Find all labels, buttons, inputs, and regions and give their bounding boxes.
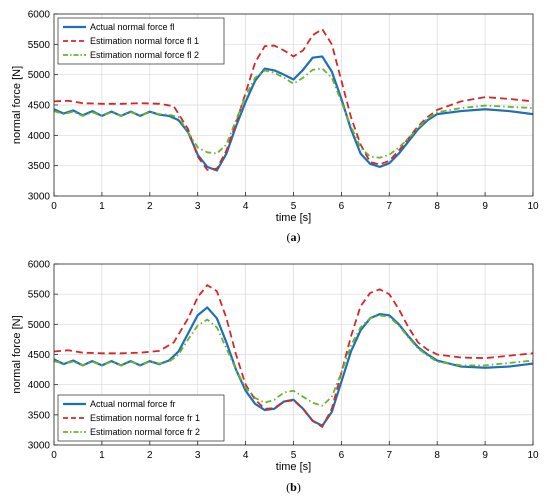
x-tick-label: 9 <box>482 450 488 461</box>
x-tick-label: 4 <box>243 450 249 461</box>
x-tick-label: 8 <box>434 201 440 212</box>
y-tick-label: 6000 <box>28 10 51 21</box>
legend-entry: Actual normal force fl <box>90 22 175 32</box>
x-tick-label: 6 <box>339 201 345 212</box>
y-tick-label: 5500 <box>28 290 51 301</box>
chart-panel-0: 0 1 2 3 4 5 6 7 8 9 10 3000 3500 4000 4500 5000 5500 6000… <box>11 10 539 245</box>
x-tick-label: 2 <box>147 450 153 461</box>
y-tick-label: 3000 <box>28 441 51 452</box>
y-tick-label: 3500 <box>28 410 51 421</box>
y-tick-label: 3500 <box>28 161 51 172</box>
legend: Actual normal force fr Estimation normal … <box>57 394 225 442</box>
x-tick-label: 4 <box>243 201 249 212</box>
x-tick-label: 10 <box>527 450 539 461</box>
legend-box <box>57 394 225 442</box>
y-tick-label: 3000 <box>28 192 51 203</box>
x-tick-label: 5 <box>291 201 297 212</box>
y-axis-label: normal force [N] <box>11 66 23 144</box>
y-tick-label: 5500 <box>28 40 51 51</box>
x-tick-label: 3 <box>195 450 201 461</box>
x-tick-label: 0 <box>51 201 57 212</box>
legend-entry: Actual normal force fr <box>90 399 176 409</box>
x-tick-label: 1 <box>99 450 105 461</box>
x-tick-label: 7 <box>387 201 393 212</box>
x-tick-label: 5 <box>291 450 297 461</box>
x-axis-label: time [s] <box>276 212 311 224</box>
legend-entry: Estimation normal force fr 1 <box>90 413 200 423</box>
series-line-1 <box>54 28 533 171</box>
series-line-2 <box>54 67 533 159</box>
x-tick-label: 2 <box>147 201 153 212</box>
x-axis-label: time [s] <box>276 461 311 473</box>
series-line-2 <box>54 314 533 407</box>
legend: Actual normal force fl Estimation normal … <box>57 17 225 65</box>
y-tick-label: 4500 <box>28 101 51 112</box>
y-tick-label: 4500 <box>28 350 51 361</box>
x-tick-label: 3 <box>195 201 201 212</box>
legend-entry: Estimation normal force fl 1 <box>90 36 199 46</box>
panel-label: (b) <box>286 480 301 494</box>
x-tick-label: 0 <box>51 450 57 461</box>
y-tick-label: 4000 <box>28 131 51 142</box>
chart-panel-1: 0 1 2 3 4 5 6 7 8 9 10 3000 3500 4000 4500 5000 5500 6000… <box>11 260 539 495</box>
x-tick-label: 1 <box>99 201 105 212</box>
legend-entry: Estimation normal force fr 2 <box>90 427 200 437</box>
y-tick-label: 5000 <box>28 320 51 331</box>
x-tick-label: 7 <box>387 450 393 461</box>
x-tick-label: 9 <box>482 201 488 212</box>
series-line-1 <box>54 284 533 428</box>
x-tick-label: 6 <box>339 450 345 461</box>
legend-entry: Estimation normal force fl 2 <box>90 50 199 60</box>
y-tick-label: 6000 <box>28 260 51 271</box>
x-tick-label: 10 <box>527 201 539 212</box>
y-axis-label: normal force [N] <box>11 315 23 393</box>
series-line-0 <box>54 55 533 172</box>
y-tick-label: 5000 <box>28 70 51 81</box>
y-tick-label: 4000 <box>28 380 51 391</box>
x-tick-label: 8 <box>434 450 440 461</box>
legend-box <box>57 17 225 65</box>
panel-label: (a) <box>287 230 301 244</box>
